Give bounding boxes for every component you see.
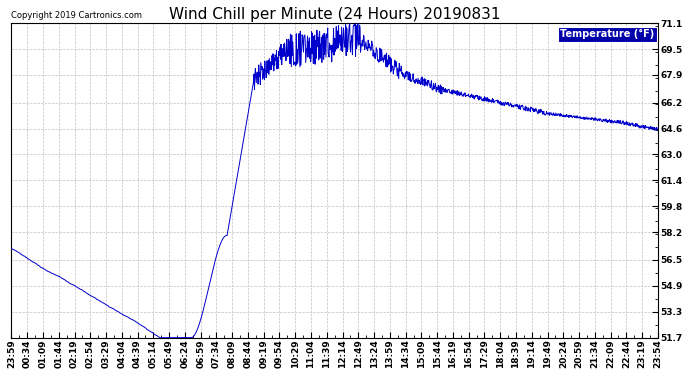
Text: Copyright 2019 Cartronics.com: Copyright 2019 Cartronics.com: [12, 11, 142, 20]
Text: Temperature (°F): Temperature (°F): [560, 29, 655, 39]
Title: Wind Chill per Minute (24 Hours) 20190831: Wind Chill per Minute (24 Hours) 2019083…: [169, 7, 500, 22]
